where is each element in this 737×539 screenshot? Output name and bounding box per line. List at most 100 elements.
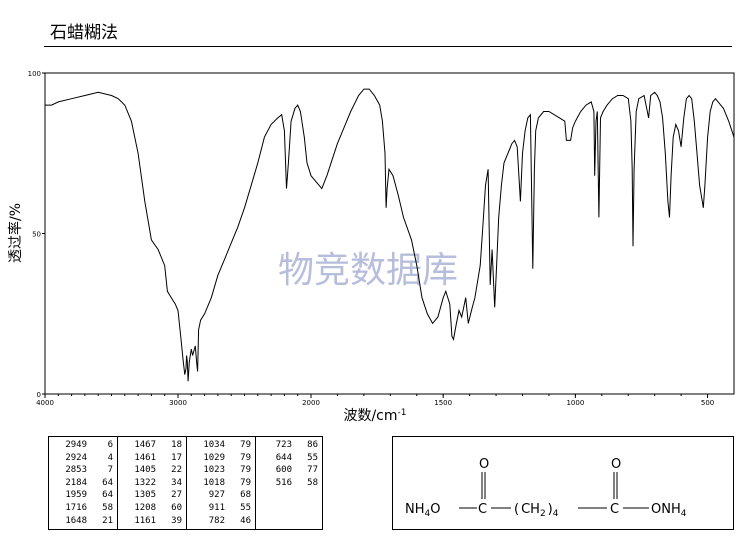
peak-table-row: 782 46 [187, 516, 255, 528]
x-axis-label: 波数/cm-1 [343, 408, 406, 424]
peak-wavenumber: 516 [275, 477, 292, 488]
peak-wavenumber: 1018 [203, 477, 225, 488]
peak-table-row: 927 68 [187, 490, 255, 502]
y-tick-label: 50 [32, 231, 41, 239]
peak-wavenumber: 2184 [65, 477, 87, 488]
peak-transmittance: 18 [171, 440, 182, 450]
peak-table-row: 516 58 [256, 478, 322, 490]
peak-transmittance: 64 [102, 477, 113, 488]
peak-wavenumber: 644 [275, 452, 292, 463]
x-axis-ticks: 4000 3000 2000 1500 1000 500 [36, 394, 714, 407]
peak-table-row: 1467 18 [118, 440, 186, 452]
transmittance-series-line [45, 88, 735, 382]
peak-table-column: 2949 6 2924 4 2853 7 2184 64 1959 64 1716 58 1648 21 [49, 437, 118, 529]
peak-transmittance: 34 [171, 477, 182, 488]
peak-table-row: 1161 39 [118, 516, 186, 528]
oxygen-top-right: O [611, 457, 621, 472]
peak-transmittance: 4 [107, 452, 113, 463]
peak-table-row: 1716 58 [49, 503, 117, 515]
peak-transmittance: 79 [240, 440, 251, 450]
peak-wavenumber: 1029 [203, 452, 225, 463]
peak-table-row: 1959 64 [49, 490, 117, 502]
peak-wavenumber: 927 [208, 490, 225, 501]
peak-transmittance: 86 [307, 440, 318, 450]
peak-transmittance: 27 [171, 490, 182, 501]
peak-table-row: 1208 60 [118, 503, 186, 515]
peak-transmittance: 17 [171, 452, 182, 463]
peak-table-row: 2949 6 [49, 440, 117, 452]
peak-wavenumber: 782 [208, 515, 225, 526]
structure-diagram: NH4O C O (CH2)4 C O ONH4 [392, 436, 734, 530]
peak-wavenumber: 1208 [134, 503, 156, 513]
peak-table-row: 2924 4 [49, 453, 117, 465]
peak-wavenumber: 1648 [65, 515, 87, 526]
x-tick-label: 1500 [434, 399, 452, 407]
peak-table-row: 723 86 [256, 440, 322, 452]
peak-table-column: 1467 18 1461 17 1405 22 1322 34 1305 27 1208 60 1161… [118, 437, 187, 529]
peak-table-row: 1322 34 [118, 478, 186, 490]
peak-table-row: 1034 79 [187, 440, 255, 452]
peak-transmittance: 79 [240, 465, 251, 476]
y-axis-label: 透过率/% [7, 203, 24, 263]
watermark-text: 物竞数据库 [278, 250, 458, 291]
peak-wavenumber: 911 [208, 503, 225, 513]
peak-table-column: 1034 79 1029 79 1023 79 1018 79 927 68 911 55 782 46 [187, 437, 256, 529]
peak-wavenumber: 1405 [134, 465, 156, 476]
peak-transmittance: 22 [171, 465, 182, 476]
peak-transmittance: 58 [102, 503, 113, 513]
peak-wavenumber: 1467 [134, 440, 156, 450]
peak-wavenumber: 2853 [65, 465, 87, 476]
peak-wavenumber: 2924 [65, 452, 87, 463]
x-tick-label: 3000 [169, 399, 187, 407]
peak-transmittance: 7 [107, 465, 113, 476]
peak-table-row: 1405 22 [118, 465, 186, 477]
peak-transmittance: 79 [240, 452, 251, 463]
y-tick-label: 100 [28, 70, 41, 78]
peak-table-row: 1018 79 [187, 478, 255, 490]
peak-transmittance: 79 [240, 477, 251, 488]
peak-transmittance: 77 [307, 465, 318, 476]
oxygen-top-left: O [479, 457, 489, 472]
left-ammonium: NH4O [405, 502, 440, 519]
peak-table-row: 1305 27 [118, 490, 186, 502]
peak-wavenumber: 1034 [203, 440, 225, 450]
page-title: 石蜡糊法 [50, 23, 118, 43]
peak-table-row: 1023 79 [187, 465, 255, 477]
ir-spectrum-chart: 0 50 100 4000 3000 2000 1500 1000 500 物竞数据库 波数/… [7, 70, 735, 424]
carbon-left: C [478, 502, 487, 517]
peak-table-row: 1029 79 [187, 453, 255, 465]
peak-wavenumber: 2949 [65, 440, 87, 450]
peak-table-row: 600 77 [256, 465, 322, 477]
peak-wavenumber: 1461 [134, 452, 156, 463]
carbon-right: C [610, 502, 619, 517]
y-axis-ticks: 0 50 100 [28, 70, 45, 399]
peak-transmittance: 6 [107, 440, 113, 450]
peak-wavenumber: 723 [275, 440, 292, 450]
peak-transmittance: 64 [102, 490, 113, 501]
x-tick-label: 4000 [36, 399, 54, 407]
x-tick-label: 500 [701, 399, 714, 407]
x-tick-label: 1000 [566, 399, 584, 407]
peak-transmittance: 55 [307, 452, 318, 463]
peak-table-row: 1461 17 [118, 453, 186, 465]
peak-table-row: 911 55 [187, 503, 255, 515]
peak-transmittance: 46 [240, 515, 251, 526]
peak-table-row: 2184 64 [49, 478, 117, 490]
y-tick-label: 0 [37, 391, 41, 399]
peak-transmittance: 39 [171, 515, 182, 526]
peak-table-column: 723 86 644 55 600 77 516 58 [256, 437, 322, 529]
peak-wavenumber: 1959 [65, 490, 87, 501]
peak-wavenumber: 1716 [65, 503, 87, 513]
peak-transmittance: 21 [102, 515, 113, 526]
peak-wavenumber: 1305 [134, 490, 156, 501]
title-divider [44, 46, 732, 47]
peak-wavenumber: 600 [275, 465, 292, 476]
peak-table-row: 1648 21 [49, 516, 117, 528]
peak-transmittance: 58 [307, 477, 318, 488]
peak-table-row: 644 55 [256, 453, 322, 465]
peak-transmittance: 68 [240, 490, 251, 501]
methylene-chain: (CH2)4 [514, 502, 559, 519]
peak-table-row: 2853 7 [49, 465, 117, 477]
peak-wavenumber: 1322 [134, 477, 156, 488]
peak-wavenumber: 1161 [134, 515, 156, 526]
